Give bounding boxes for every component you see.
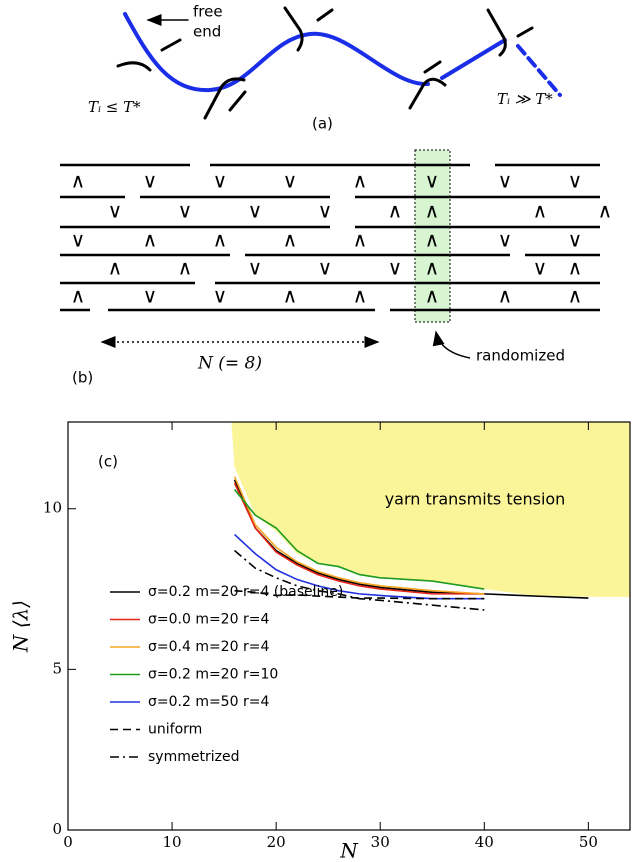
crossing-symbol: ∧ bbox=[533, 199, 548, 223]
region-label: yarn transmits tension bbox=[385, 490, 566, 509]
crossing-symbol: ∧ bbox=[178, 256, 193, 280]
series-line bbox=[233, 488, 485, 590]
crossing-symbol: ∧ bbox=[425, 256, 440, 280]
crossing-symbol: ∨ bbox=[318, 256, 333, 280]
crossing-symbol: ∧ bbox=[213, 228, 228, 252]
crossing-symbol: ∧ bbox=[283, 228, 298, 252]
crossing bbox=[408, 60, 447, 110]
y-tick-label: 0 bbox=[52, 820, 62, 838]
series-line bbox=[233, 476, 485, 595]
y-tick-label: 10 bbox=[43, 499, 62, 517]
crossing-symbol: ∨ bbox=[498, 169, 513, 193]
legend-label: σ=0.4 m=20 r=4 bbox=[148, 639, 269, 655]
crossing-symbol: ∨ bbox=[178, 199, 193, 223]
crossing-symbol: ∧ bbox=[143, 228, 158, 252]
legend-label: σ=0.0 m=20 r=4 bbox=[148, 612, 269, 628]
crossing bbox=[283, 6, 334, 52]
series-line bbox=[233, 482, 485, 595]
x-tick-label: 0 bbox=[63, 833, 73, 851]
randomized-label: randomized bbox=[476, 347, 565, 365]
yarn-curve bbox=[440, 38, 507, 80]
crossing-symbol: ∨ bbox=[143, 169, 158, 193]
crossing-symbol: ∨ bbox=[425, 169, 440, 193]
panel-label: (a) bbox=[312, 115, 333, 133]
panel-a bbox=[116, 6, 562, 120]
legend-label: symmetrized bbox=[148, 749, 239, 765]
crossing-symbol: ∧ bbox=[353, 284, 368, 308]
legend-label: uniform bbox=[148, 722, 202, 738]
free-end-label: free bbox=[193, 3, 223, 21]
crossing-symbol: ∧ bbox=[283, 284, 298, 308]
crossing bbox=[486, 8, 534, 57]
crossing bbox=[203, 77, 247, 120]
crossing-symbol: ∧ bbox=[71, 169, 86, 193]
x-tick-label: 10 bbox=[163, 833, 182, 851]
crossing-symbol: ∧ bbox=[498, 284, 513, 308]
shaded-region bbox=[231, 422, 630, 598]
yarn-curve bbox=[123, 12, 430, 93]
series-line bbox=[234, 589, 485, 600]
crossing-symbol: ∧ bbox=[353, 169, 368, 193]
x-tick-label: 30 bbox=[371, 833, 390, 851]
crossing-symbol: ∧ bbox=[568, 256, 583, 280]
y-axis-label: N ⟨λ⟩ bbox=[9, 600, 33, 653]
right-label: Tᵢ ≫ T* bbox=[497, 90, 553, 108]
crossing-symbol: ∨ bbox=[213, 284, 228, 308]
size-label: N (= 8) bbox=[197, 354, 262, 374]
plot-frame bbox=[67, 421, 631, 831]
series-line bbox=[234, 549, 485, 611]
randomized-column bbox=[414, 149, 451, 323]
crossing-symbol: ∧ bbox=[425, 228, 440, 252]
crossing-symbol: ∨ bbox=[143, 284, 158, 308]
free-end-label: end bbox=[193, 23, 221, 41]
arrow bbox=[432, 330, 471, 359]
crossing-symbol: ∨ bbox=[498, 228, 513, 252]
x-tick-label: 20 bbox=[267, 833, 286, 851]
crossing-symbol: ∨ bbox=[533, 256, 548, 280]
crossing-symbol: ∨ bbox=[388, 256, 403, 280]
crossing-symbol: ∧ bbox=[388, 199, 403, 223]
crossing-symbol: ∨ bbox=[318, 199, 333, 223]
x-tick-label: 50 bbox=[579, 833, 598, 851]
yarn-rows bbox=[60, 163, 600, 312]
y-tick-label: 5 bbox=[52, 659, 62, 677]
crossing-symbol: ∧ bbox=[425, 199, 440, 223]
symbols: ∧ ∨ ∨ ∨ ∧ ∨ ∨ ∨ ∨ ∨ ∨ ∨ ∧ ∧ ∧ ∧ ∨ ∧ ∧ ∧ ∧ ∧ ∨ ∨ ∧ ∧ ∨ ∨ ∨ ∧ ∨ ∧ ∧ ∨ ∨ ∧ ∧ ∧ ∧ ∧ bbox=[71, 169, 613, 308]
x-axis-label: N bbox=[339, 839, 359, 862]
crossing-symbol: ∨ bbox=[568, 228, 583, 252]
yarn-curve-dashed bbox=[516, 44, 562, 97]
crossing-symbol: ∨ bbox=[71, 228, 86, 252]
x-tick-label: 40 bbox=[475, 833, 494, 851]
crossing-symbol: ∧ bbox=[425, 284, 440, 308]
crossing-symbol: ∧ bbox=[568, 284, 583, 308]
series-line bbox=[233, 533, 485, 600]
crossing-symbol: ∨ bbox=[248, 199, 263, 223]
legend-label: σ=0.2 m=20 r=4 (baseline) bbox=[148, 584, 343, 600]
chart: yarn transmits tension 0 10 20 30 40 50 0 5 10 N N … bbox=[9, 421, 631, 862]
crossing-symbol: ∨ bbox=[248, 256, 263, 280]
crossing bbox=[116, 38, 182, 72]
crossing-symbol: ∧ bbox=[71, 284, 86, 308]
crossing-symbol: ∨ bbox=[213, 169, 228, 193]
crossing-symbol: ∨ bbox=[283, 169, 298, 193]
crossing-symbol: ∧ bbox=[353, 228, 368, 252]
crossing-symbol: ∨ bbox=[108, 199, 123, 223]
crossing-symbol: ∧ bbox=[598, 199, 613, 223]
panel-label: (b) bbox=[72, 369, 93, 387]
crossing-symbol: ∨ bbox=[568, 169, 583, 193]
legend-label: σ=0.2 m=20 r=10 bbox=[148, 667, 278, 683]
crossing-symbol: ∧ bbox=[108, 256, 123, 280]
left-label: Tᵢ ≤ T* bbox=[88, 98, 141, 116]
legend-label: σ=0.2 m=50 r=4 bbox=[148, 694, 269, 710]
panel-label: (c) bbox=[98, 453, 118, 471]
series-line bbox=[233, 479, 589, 599]
